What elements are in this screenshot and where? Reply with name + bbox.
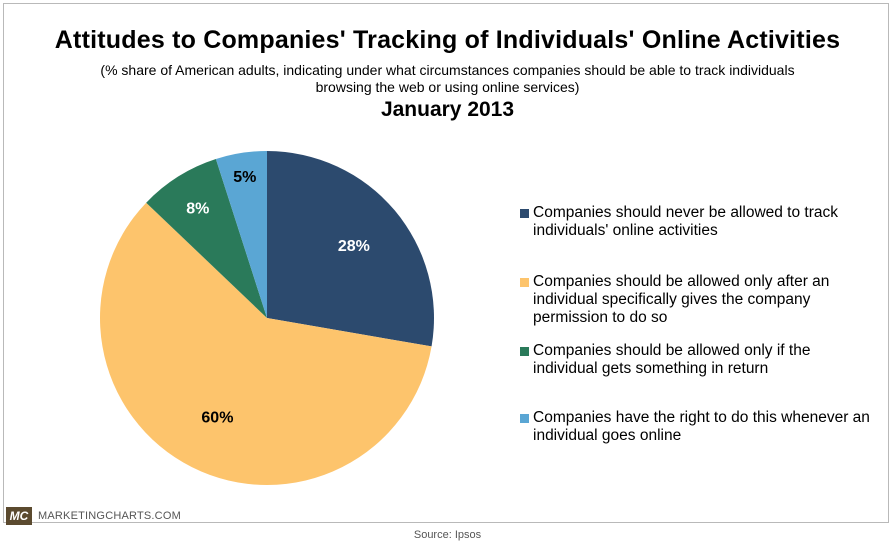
chart-subtitle: (% share of American adults, indicating … xyxy=(100,62,795,95)
legend-label: Companies should be allowed only after a… xyxy=(533,273,830,326)
pie-slice-something-in-return xyxy=(146,159,267,318)
legend-swatch xyxy=(520,209,529,218)
legend-label: Companies should never be allowed to tra… xyxy=(533,204,839,239)
pie-slice-label: 8% xyxy=(186,201,209,218)
chart-title: Attitudes to Companies' Tracking of Indi… xyxy=(54,26,841,54)
legend-label: Companies should be allowed only if the … xyxy=(533,342,811,377)
brand-name: MARKETINGCHARTS.COM xyxy=(38,510,181,522)
pie-slice-label: 5% xyxy=(233,169,256,186)
pie-slice-right-anytime xyxy=(215,151,267,318)
legend-label: Companies have the right to do this when… xyxy=(533,409,870,444)
chart-period: January 2013 xyxy=(380,98,515,121)
legend-swatch xyxy=(520,414,529,423)
pie-slice-label: 28% xyxy=(338,238,370,255)
legend-swatch xyxy=(520,347,529,356)
legend-swatch xyxy=(520,278,529,287)
brand-logo: MC xyxy=(6,507,32,525)
pie-slice-permission xyxy=(100,202,432,486)
pie-slice-never xyxy=(267,151,434,347)
source-note: Source: Ipsos xyxy=(413,529,482,541)
pie-slice-label: 60% xyxy=(201,409,233,426)
